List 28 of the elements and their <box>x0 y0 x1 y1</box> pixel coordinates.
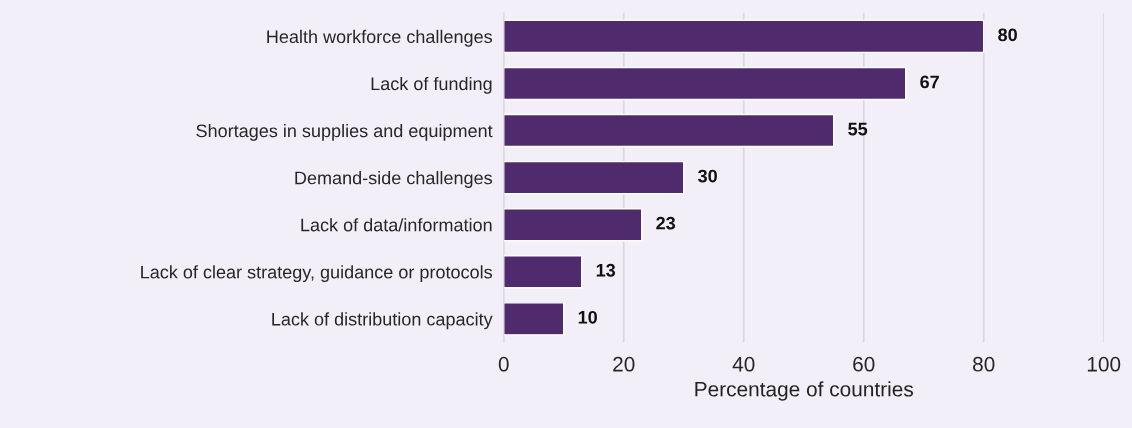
x-axis-title: Percentage of countries <box>695 381 913 401</box>
bar <box>503 19 985 54</box>
y-tick-label: Lack of data/information <box>301 218 492 232</box>
y-tick-label: Lack of funding <box>371 76 492 94</box>
x-tick-label: 0 <box>498 356 509 372</box>
y-tick-label: Demand-side challenges <box>295 171 492 188</box>
data-label: 67 <box>920 75 939 89</box>
x-tick-label: 40 <box>732 356 755 372</box>
data-label: 55 <box>848 122 868 136</box>
bar <box>503 66 907 101</box>
data-label: 13 <box>596 263 616 277</box>
x-tick-label: 20 <box>613 356 635 372</box>
x-tick-label: 80 <box>973 356 995 372</box>
y-tick-label: Shortages in supplies and equipment <box>196 124 493 141</box>
bar <box>503 255 583 289</box>
x-tick-label: 100 <box>1087 356 1121 372</box>
bar <box>503 207 643 242</box>
x-tick-label: 60 <box>853 356 875 372</box>
bar <box>503 302 565 336</box>
data-label: 30 <box>698 169 717 183</box>
bar <box>503 160 685 195</box>
data-label: 80 <box>998 28 1017 42</box>
bar <box>503 113 835 148</box>
y-tick-label: Lack of clear strategy, guidance or protocols <box>141 265 492 283</box>
data-label: 23 <box>656 216 676 230</box>
y-tick-label: Health workforce challenges <box>267 29 492 47</box>
y-tick-label: Lack of distribution capacity <box>272 312 493 330</box>
data-label: 10 <box>578 310 597 324</box>
